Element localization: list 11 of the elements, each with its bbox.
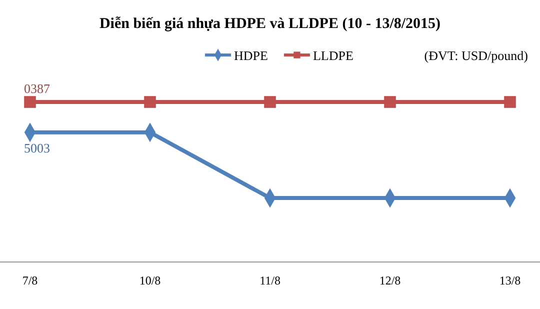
x-tick-label: 10/8 — [139, 274, 161, 288]
chart-title: Diễn biến giá nhựa HDPE và LLDPE (10 - 13/8/2015) — [99, 16, 441, 32]
x-tick-label: 11/8 — [260, 274, 280, 288]
legend-label: HDPE — [234, 48, 268, 63]
annotation: 5003 — [24, 140, 50, 156]
x-tick-label: 13/8 — [499, 274, 521, 288]
x-tick-label: 12/8 — [379, 274, 401, 288]
annotation: 0387 — [24, 81, 50, 96]
text: (ĐVT: USD/pound) — [424, 48, 528, 63]
x-tick-label: 7/8 — [22, 274, 38, 288]
legend-label: LLDPE — [312, 48, 354, 63]
